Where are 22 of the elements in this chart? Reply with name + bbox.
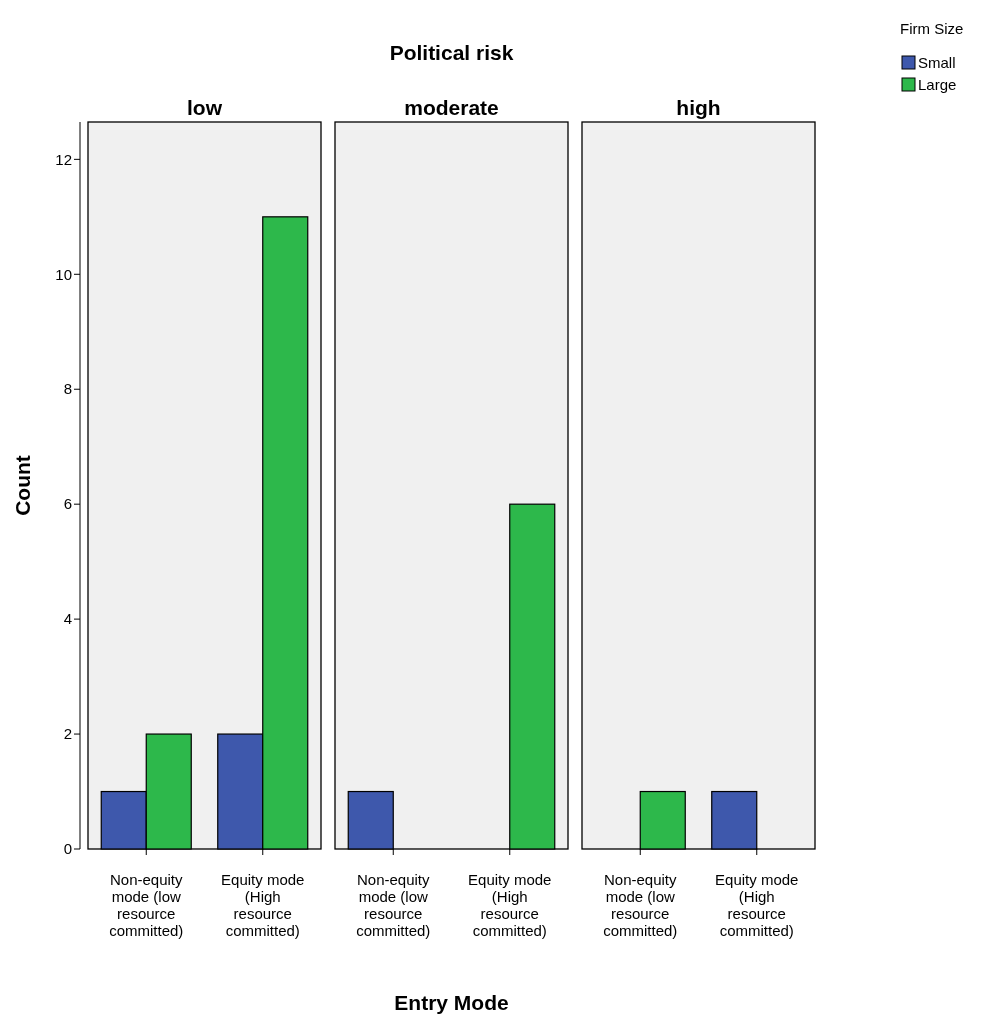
x-tick-label: Equity mode (High resource committed) <box>221 871 305 939</box>
y-tick-label: 0 <box>63 840 72 858</box>
y-tick-label: 2 <box>63 725 72 743</box>
legend-label: Small <box>918 54 956 71</box>
y-tick-label: 12 <box>55 150 72 168</box>
legend-label: Large <box>918 76 957 93</box>
x-tick-label: Non-equity mode (low resource committed) <box>109 871 184 939</box>
chart-title: low <box>187 96 223 119</box>
y-tick-label: 4 <box>63 610 72 628</box>
text: Political risk <box>389 41 514 64</box>
y-tick-label: 8 <box>63 380 72 398</box>
y-tick-label: 10 <box>55 265 72 283</box>
chart-title: high <box>676 96 721 119</box>
x-tick-label: Equity mode (High resource committed) <box>715 871 799 939</box>
x-axis-title: Entry Mode <box>394 991 509 1014</box>
chart-title: moderate <box>404 96 499 119</box>
legend-title: Firm Size <box>900 20 964 37</box>
x-tick-label: Non-equity mode (low resource committed) <box>603 871 678 939</box>
x-tick-label: Non-equity mode (low resource committed) <box>356 871 431 939</box>
y-tick-label: 6 <box>63 495 72 513</box>
x-tick-label: Equity mode (High resource committed) <box>468 871 552 939</box>
y-axis-title: Count <box>11 455 34 516</box>
